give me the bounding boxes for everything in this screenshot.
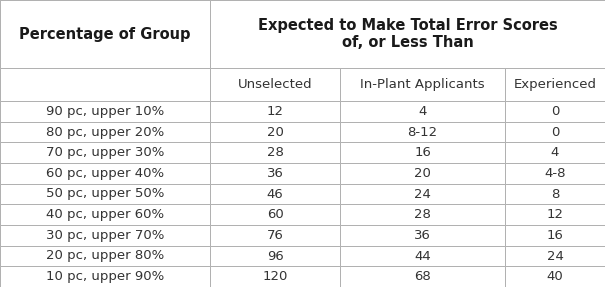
Bar	[505, 246, 605, 266]
Bar	[340, 246, 505, 266]
Text: Expected to Make Total Error Scores
of, or Less Than: Expected to Make Total Error Scores of, …	[258, 18, 557, 50]
Bar	[210, 101, 340, 122]
Bar	[210, 142, 340, 163]
Text: 60: 60	[267, 208, 283, 221]
Bar	[210, 0, 605, 68]
Bar	[340, 122, 505, 142]
Text: 20 pc, upper 80%: 20 pc, upper 80%	[46, 249, 164, 263]
Text: 40 pc, upper 60%: 40 pc, upper 60%	[46, 208, 164, 221]
Bar	[210, 204, 340, 225]
Text: 12: 12	[266, 105, 284, 118]
Bar	[505, 163, 605, 184]
Bar	[0, 122, 210, 142]
Bar	[340, 184, 505, 204]
Bar	[340, 225, 505, 246]
Bar	[505, 204, 605, 225]
Bar	[505, 225, 605, 246]
Text: 96: 96	[267, 249, 283, 263]
Text: In-Plant Applicants: In-Plant Applicants	[360, 78, 485, 91]
Bar	[0, 266, 210, 287]
Bar	[340, 204, 505, 225]
Text: 24: 24	[546, 249, 563, 263]
Text: Unselected: Unselected	[238, 78, 312, 91]
Bar	[340, 266, 505, 287]
Bar	[210, 68, 340, 101]
Bar	[210, 184, 340, 204]
Bar	[210, 266, 340, 287]
Bar	[210, 122, 340, 142]
Text: 16: 16	[414, 146, 431, 159]
Bar	[210, 163, 340, 184]
Text: 36: 36	[414, 229, 431, 242]
Text: 120: 120	[263, 270, 288, 283]
Text: 90 pc, upper 10%: 90 pc, upper 10%	[46, 105, 164, 118]
Text: 8-12: 8-12	[407, 125, 437, 139]
Bar	[210, 246, 340, 266]
Text: 50 pc, upper 50%: 50 pc, upper 50%	[46, 187, 164, 201]
Text: 80 pc, upper 20%: 80 pc, upper 20%	[46, 125, 164, 139]
Bar	[340, 68, 505, 101]
Text: 10 pc, upper 90%: 10 pc, upper 90%	[46, 270, 164, 283]
Text: 28: 28	[414, 208, 431, 221]
Text: 68: 68	[414, 270, 431, 283]
Text: 4-8: 4-8	[544, 167, 566, 180]
Text: 8: 8	[551, 187, 559, 201]
Bar	[505, 101, 605, 122]
Bar	[505, 266, 605, 287]
Bar	[0, 0, 210, 68]
Bar	[505, 122, 605, 142]
Bar	[0, 101, 210, 122]
Text: 0: 0	[551, 105, 559, 118]
Bar	[0, 184, 210, 204]
Bar	[340, 101, 505, 122]
Bar	[0, 68, 210, 101]
Bar	[0, 204, 210, 225]
Text: 20: 20	[414, 167, 431, 180]
Text: 12: 12	[546, 208, 563, 221]
Text: 0: 0	[551, 125, 559, 139]
Text: 16: 16	[546, 229, 563, 242]
Bar	[505, 142, 605, 163]
Bar	[340, 142, 505, 163]
Text: 60 pc, upper 40%: 60 pc, upper 40%	[46, 167, 164, 180]
Bar	[0, 163, 210, 184]
Text: 28: 28	[267, 146, 283, 159]
Text: 24: 24	[414, 187, 431, 201]
Text: 20: 20	[267, 125, 283, 139]
Text: 30 pc, upper 70%: 30 pc, upper 70%	[46, 229, 164, 242]
Text: 40: 40	[547, 270, 563, 283]
Text: 76: 76	[267, 229, 283, 242]
Text: Experienced: Experienced	[514, 78, 597, 91]
Text: 4: 4	[418, 105, 427, 118]
Text: 44: 44	[414, 249, 431, 263]
Bar	[340, 163, 505, 184]
Bar	[0, 246, 210, 266]
Bar	[0, 142, 210, 163]
Text: 36: 36	[267, 167, 283, 180]
Text: Percentage of Group: Percentage of Group	[19, 26, 191, 42]
Bar	[505, 68, 605, 101]
Text: 70 pc, upper 30%: 70 pc, upper 30%	[46, 146, 164, 159]
Bar	[210, 225, 340, 246]
Bar	[505, 184, 605, 204]
Bar	[0, 225, 210, 246]
Text: 46: 46	[267, 187, 283, 201]
Text: 4: 4	[551, 146, 559, 159]
